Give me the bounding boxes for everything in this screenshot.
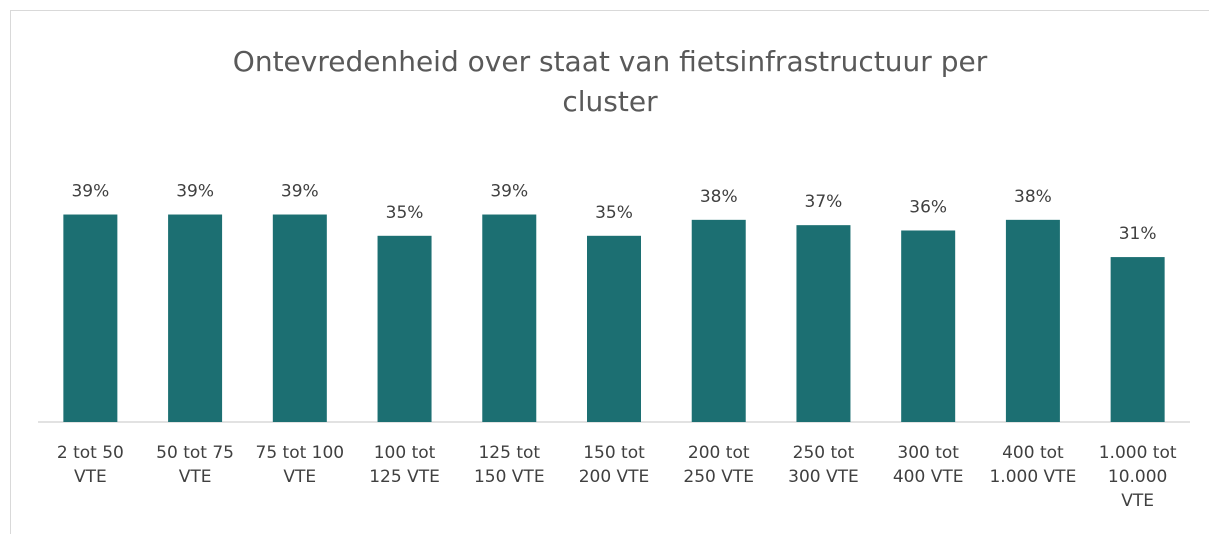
x-tick-label: 150 tot 200 VTE (578, 443, 650, 487)
x-tick-label: 125 tot 150 VTE (473, 443, 545, 487)
x-tick-label: 75 tot 100 VTE (255, 443, 345, 487)
data-label: 39% (176, 182, 214, 202)
bar (901, 230, 956, 422)
bar (1005, 219, 1060, 422)
data-label: 39% (71, 182, 109, 202)
data-label: 37% (805, 192, 843, 212)
bar (1110, 257, 1165, 422)
data-label: 31% (1119, 224, 1157, 244)
bar (272, 214, 327, 422)
x-tick-label: 300 tot 400 VTE (892, 443, 964, 487)
x-tick-label: 50 tot 75 VTE (156, 443, 234, 487)
bar (63, 214, 118, 422)
data-label: 39% (490, 182, 528, 202)
bar (691, 219, 746, 422)
bar (168, 214, 223, 422)
chart-title: Ontevredenheid over staat van fietsinfra… (232, 45, 988, 118)
bar (377, 235, 432, 422)
data-label: 36% (909, 197, 947, 217)
data-label: 38% (700, 187, 738, 207)
x-tick-label: 100 tot 125 VTE (369, 443, 440, 487)
data-label: 35% (595, 203, 633, 223)
bar (482, 214, 537, 422)
bar (796, 225, 851, 422)
x-tick-label: 250 tot 300 VTE (788, 443, 859, 487)
data-label: 39% (281, 182, 319, 202)
bar (587, 235, 641, 422)
data-label: 35% (386, 203, 424, 223)
x-tick-label: 200 tot 250 VTE (683, 443, 755, 487)
x-tick-label: 2 tot 50 VTE (56, 443, 124, 487)
chart-frame (10, 10, 1209, 534)
data-label: 38% (1014, 187, 1052, 207)
x-tick-label: 1.000 tot 10.000 VTE (1098, 443, 1177, 511)
x-tick-label: 400 tot 1.000 VTE (989, 443, 1077, 487)
